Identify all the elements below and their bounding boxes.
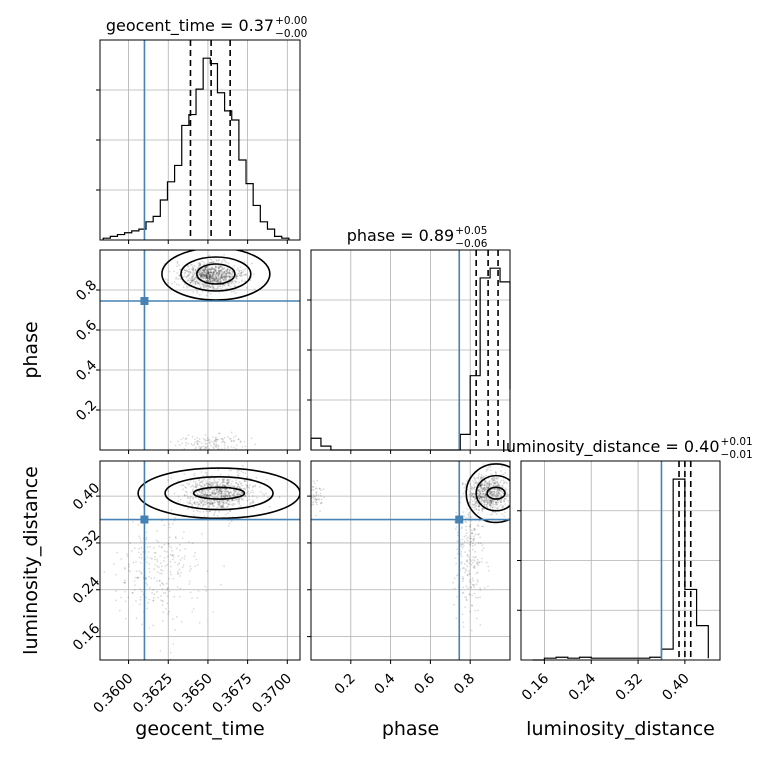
- density-contours: [465, 463, 510, 524]
- ylabel-luminosity-distance: luminosity_distance: [20, 466, 42, 655]
- histogram-luminosity-distance: [532, 478, 709, 661]
- density-contours: [137, 467, 300, 520]
- contour-level: [196, 263, 236, 285]
- title-main: geocent_time = 0.37: [106, 16, 274, 36]
- contour-level: [465, 463, 510, 524]
- panel-grid: [311, 461, 510, 660]
- title-lower-error: −0.01: [721, 449, 753, 461]
- xtick-label: 0.3675: [210, 671, 256, 717]
- xtick-label: 0.6: [411, 671, 438, 698]
- panel-frame: [99, 460, 301, 661]
- ytick-label: 0.24: [70, 574, 103, 607]
- xtick-label: 0.3600: [91, 671, 137, 717]
- posterior-samples: [103, 464, 281, 660]
- panel-grid: [100, 250, 300, 450]
- histogram-geocent-time: [102, 57, 290, 240]
- xlabel-geocent-time: geocent_time: [135, 718, 264, 740]
- panel-frame: [99, 39, 301, 241]
- contour-level: [486, 486, 506, 500]
- title-lower-error: −0.00: [275, 28, 307, 40]
- contour-level: [164, 476, 274, 511]
- xtick-label: 0.3650: [170, 671, 216, 717]
- title-phase: phase = 0.89 +0.05−0.06: [347, 225, 488, 250]
- truth-marker: [455, 515, 464, 524]
- histogram-phase: [310, 267, 511, 451]
- title-geocent-time: geocent_time = 0.37 +0.00−0.00: [106, 15, 307, 40]
- ytick-label: 0.6: [73, 317, 100, 344]
- xtick-label: 0.4: [371, 671, 398, 698]
- posterior-samples: [311, 463, 510, 632]
- title-upper-error: +0.00: [275, 15, 307, 27]
- xtick-label: 0.3700: [249, 671, 295, 717]
- hist-panel-geocent-time: geocent_time = 0.37 +0.00−0.00: [96, 15, 307, 244]
- posterior-samples: [162, 253, 257, 450]
- ytick-label: 0.4: [73, 357, 100, 384]
- contour-level: [161, 250, 271, 301]
- xtick-label: 0.24: [566, 671, 599, 704]
- panel-grid: [521, 461, 720, 660]
- xtick-label: 0.8: [451, 671, 478, 698]
- truth-marker: [140, 515, 149, 524]
- scatter-panel-phase-vs-luminosity-distance: [307, 460, 511, 664]
- truth-marker: [140, 297, 149, 305]
- scatter-panel-geocent-time-vs-phase: [96, 249, 301, 454]
- title-main: phase = 0.89: [347, 226, 454, 245]
- xlabel-luminosity-distance: luminosity_distance: [526, 718, 715, 740]
- ytick-label: 0.2: [73, 397, 100, 424]
- panel-frame: [310, 249, 511, 451]
- xtick-label: 0.2: [332, 671, 359, 698]
- title-upper-error: +0.05: [455, 225, 487, 237]
- hist-panel-luminosity-distance: luminosity_distance = 0.40 +0.01−0.01: [501, 436, 753, 664]
- xtick-label: 0.40: [659, 671, 692, 704]
- density-contours: [161, 250, 271, 301]
- ytick-label: 0.32: [70, 527, 103, 560]
- ytick-label: 0.16: [70, 621, 103, 654]
- title-lower-error: −0.06: [455, 238, 487, 250]
- panel-frame: [520, 460, 721, 661]
- contour-level: [180, 256, 252, 292]
- panel-grid: [100, 461, 300, 660]
- xtick-label: 0.3625: [130, 671, 176, 717]
- panel-frame: [310, 460, 511, 661]
- panel-grid: [100, 40, 300, 240]
- ylabel-phase: phase: [20, 321, 42, 378]
- ytick-label: 0.8: [73, 277, 100, 304]
- xtick-label: 0.16: [519, 671, 552, 704]
- xtick-label: 0.32: [613, 671, 646, 704]
- contour-level: [137, 467, 300, 520]
- hist-panel-phase: phase = 0.89 +0.05−0.06: [307, 225, 511, 454]
- contour-level: [192, 486, 246, 500]
- xlabel-phase: phase: [382, 718, 439, 740]
- title-luminosity-distance: luminosity_distance = 0.40 +0.01−0.01: [501, 436, 752, 461]
- title-main: luminosity_distance = 0.40: [501, 437, 719, 457]
- panel-frame: [99, 249, 301, 451]
- contour-level: [475, 474, 510, 512]
- title-upper-error: +0.01: [721, 436, 753, 448]
- ytick-label: 0.40: [70, 480, 103, 513]
- scatter-panel-geocent-time-vs-luminosity-distance: [96, 460, 301, 664]
